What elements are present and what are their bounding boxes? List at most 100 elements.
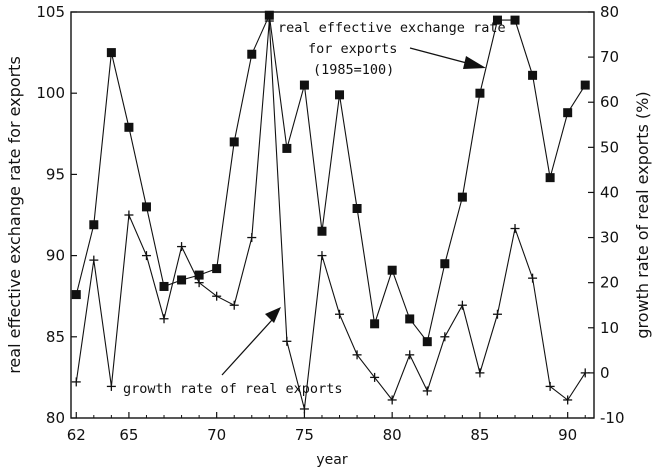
exchange-rate-point xyxy=(422,337,432,347)
annotation-rate-line3: (1985=100) xyxy=(313,62,394,78)
right-tick-label: -10 xyxy=(600,409,625,427)
exchange-rate-point xyxy=(580,80,590,90)
export-growth-point xyxy=(387,395,397,405)
x-tick-label: 90 xyxy=(558,426,577,444)
export-growth-point xyxy=(106,381,116,391)
export-growth-point xyxy=(335,309,345,319)
right-tick-label: 80 xyxy=(600,3,619,21)
x-axis-title: year xyxy=(316,452,347,467)
export-growth-point xyxy=(177,242,187,252)
x-tick-label: 85 xyxy=(470,426,489,444)
annotation-growth-arrow xyxy=(221,319,273,376)
exchange-rate-point xyxy=(528,70,538,80)
left-tick-label: 100 xyxy=(36,84,65,102)
left-tick-label: 105 xyxy=(36,3,65,21)
annotation-rate-arrowhead xyxy=(463,56,486,69)
annotation-rate-line1: real effective exchange rate xyxy=(278,20,506,36)
right-tick-label: 50 xyxy=(600,138,619,156)
export-growth-point xyxy=(405,350,415,360)
right-tick-label: 60 xyxy=(600,93,619,111)
exchange-rate-point xyxy=(159,281,169,291)
x-tick-label: 75 xyxy=(295,426,314,444)
exchange-rate-point xyxy=(229,137,239,147)
x-tick-label: 62 xyxy=(67,426,86,444)
export-growth-point xyxy=(370,372,380,382)
right-tick-label: 20 xyxy=(600,274,619,292)
export-growth-point xyxy=(580,368,590,378)
export-growth-point xyxy=(229,300,239,310)
export-growth-point xyxy=(247,233,257,243)
exchange-rate-point xyxy=(352,204,362,214)
export-growth-point xyxy=(545,381,555,391)
exchange-rate-point xyxy=(141,202,151,212)
export-growth-point xyxy=(422,386,432,396)
exchange-rate-point xyxy=(510,15,520,25)
exchange-rate-point xyxy=(299,80,309,90)
exchange-rate-point xyxy=(264,10,274,20)
export-growth-point xyxy=(510,224,520,234)
exchange-rate-point xyxy=(247,49,257,59)
plot-frame xyxy=(70,11,595,419)
export-growth-point xyxy=(89,255,99,265)
x-tick-label: 80 xyxy=(383,426,402,444)
series-layer xyxy=(71,10,590,414)
right-axis-ticks: -10 0 10 20 30 40 50 60 70 80 xyxy=(588,3,625,427)
export-growth-point xyxy=(457,300,467,310)
exchange-rate-point xyxy=(370,319,380,329)
x-tick-label: 65 xyxy=(119,426,138,444)
exchange-rate-point xyxy=(194,270,204,280)
right-tick-label: 70 xyxy=(600,48,619,66)
export-growth-point xyxy=(352,350,362,360)
exchange-rate-point xyxy=(212,264,222,274)
exchange-rate-point xyxy=(387,265,397,275)
annotation-growth: growth rate of real exports xyxy=(123,381,342,397)
exchange-rate-point xyxy=(457,192,467,202)
export-growth-point xyxy=(282,336,292,346)
exchange-rate-point xyxy=(317,226,327,236)
exchange-rate-point xyxy=(405,314,415,324)
export-growth-point xyxy=(299,404,309,414)
left-tick-label: 80 xyxy=(46,409,65,427)
export-growth-point xyxy=(71,377,81,387)
exchange-rate-point xyxy=(492,15,502,25)
export-growth-point xyxy=(317,251,327,261)
exchange-rate-point xyxy=(124,122,134,132)
export-growth-point xyxy=(159,314,169,324)
right-axis-title: growth rate of real exports (%) xyxy=(633,91,652,338)
exchange-rate-point xyxy=(71,290,81,300)
left-tick-label: 95 xyxy=(46,165,65,183)
exchange-rate-point xyxy=(563,108,573,118)
left-axis-ticks: 80 85 90 95 100 105 xyxy=(36,3,77,427)
right-tick-label: 10 xyxy=(600,319,619,337)
x-tick-label: 70 xyxy=(207,426,226,444)
exchange-rate-point xyxy=(106,48,116,58)
export-growth-point xyxy=(528,273,538,283)
annotation-rate-line2: for exports xyxy=(308,41,397,57)
right-tick-label: 0 xyxy=(600,364,610,382)
x-axis-ticks: 62 65 70 75 80 85 90 xyxy=(67,412,586,444)
export-growth-line xyxy=(75,20,586,410)
exchange-rate-point xyxy=(335,90,345,100)
export-growth-point xyxy=(124,210,134,220)
right-tick-label: 40 xyxy=(600,183,619,201)
export-growth-point xyxy=(141,251,151,261)
exchange-rate-point xyxy=(177,275,187,285)
exchange-rate-point xyxy=(440,259,450,269)
left-axis-title: real effective exchange rate for exports xyxy=(5,56,24,374)
left-tick-label: 90 xyxy=(46,247,65,265)
export-growth-point xyxy=(563,395,573,405)
export-growth-point xyxy=(440,332,450,342)
exchange-rate-point xyxy=(282,143,292,153)
export-growth-point xyxy=(194,278,204,288)
export-growth-point xyxy=(212,291,222,301)
exchange-rate-point xyxy=(89,220,99,230)
export-growth-point xyxy=(264,16,274,26)
exchange-rate-point xyxy=(475,88,485,98)
export-growth-point xyxy=(475,368,485,378)
exchange-rate-point xyxy=(545,173,555,183)
annotation-growth-arrowhead xyxy=(265,307,281,323)
right-tick-label: 30 xyxy=(600,229,619,247)
export-growth-point xyxy=(492,309,502,319)
left-tick-label: 85 xyxy=(46,328,65,346)
